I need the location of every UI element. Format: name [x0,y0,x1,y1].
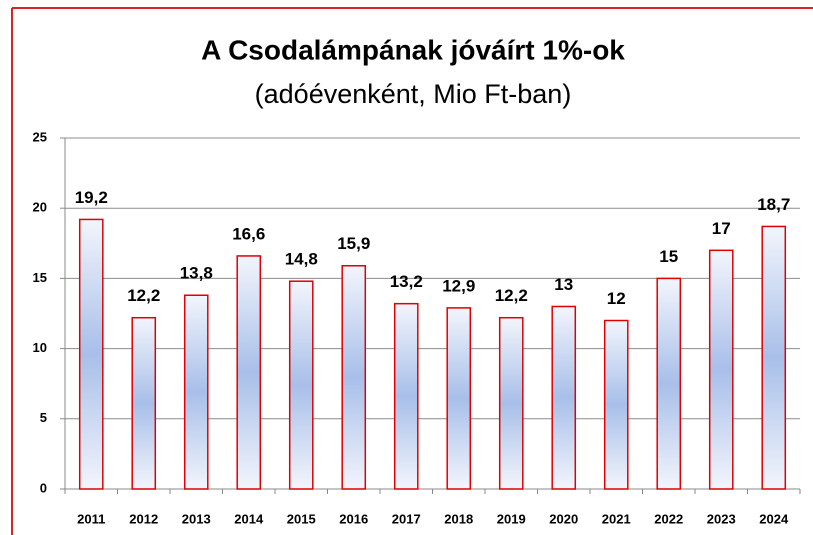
bar [393,302,419,490]
y-tick-label: 20 [33,200,47,215]
value-label: 12,9 [442,276,475,295]
value-label: 17 [712,219,731,238]
value-label: 15,9 [337,234,370,253]
value-label: 13,8 [180,264,213,283]
value-label: 18,7 [757,195,790,214]
value-label: 14,8 [285,250,318,269]
bar [761,225,787,490]
x-tick-label: 2021 [602,511,631,526]
x-tick-label: 2015 [287,511,316,526]
value-label: 12,2 [495,286,528,305]
bar [236,255,262,490]
x-tick-label: 2012 [129,511,158,526]
value-label: 19,2 [75,188,108,207]
bar [183,294,209,490]
bar [603,319,629,490]
value-label: 15 [659,247,678,266]
x-tick-label: 2022 [654,511,683,526]
value-label: 13,2 [390,272,423,291]
chart-title: A Csodalámpának jóváírt 1%-ok [201,34,625,65]
x-tick-label: 2013 [182,511,211,526]
bar [78,218,104,490]
bar [656,277,682,490]
value-label: 12 [607,289,626,308]
y-tick-label: 10 [33,340,47,355]
x-tick-label: 2018 [444,511,473,526]
x-tick-label: 2019 [497,511,526,526]
value-label: 13 [554,275,573,294]
x-tick-label: 2020 [549,511,578,526]
bar [708,249,734,490]
x-tick-label: 2011 [77,511,105,526]
y-tick-label: 0 [40,480,47,495]
bar [288,280,314,490]
y-tick-label: 25 [33,129,47,144]
bar [498,316,524,490]
bar [131,316,157,490]
bar [551,305,577,490]
bar [446,307,472,490]
bar [341,265,367,490]
x-tick-label: 2023 [707,511,736,526]
x-tick-label: 2014 [234,511,264,526]
x-tick-label: 2016 [339,511,368,526]
value-label: 12,2 [127,286,160,305]
x-tick-label: 2017 [392,511,421,526]
y-tick-label: 5 [40,410,47,425]
x-tick-label: 2024 [759,511,789,526]
y-tick-label: 15 [33,270,47,285]
chart-subtitle: (adóévenként, Mio Ft-ban) [255,79,572,109]
value-label: 16,6 [232,224,265,243]
